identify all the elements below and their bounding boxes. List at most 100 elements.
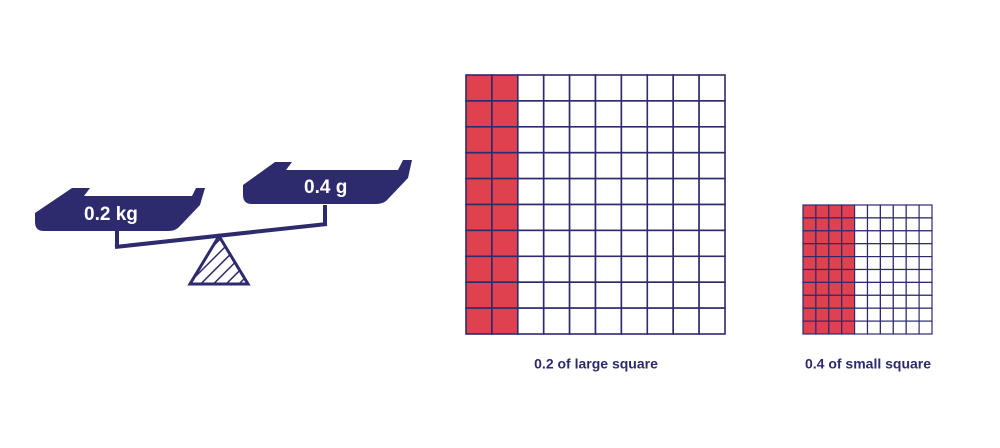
cell	[853, 256, 869, 271]
cell	[620, 255, 649, 283]
cell	[646, 307, 674, 335]
cell	[646, 203, 674, 232]
cell	[698, 100, 726, 128]
cell	[620, 281, 649, 309]
cell	[905, 268, 920, 283]
shaded-cell	[841, 230, 856, 245]
shaded-cell	[465, 74, 493, 102]
shaded-cell	[491, 151, 519, 180]
cell	[905, 307, 920, 322]
cell	[516, 100, 545, 128]
cell	[892, 243, 907, 258]
cell	[853, 281, 869, 296]
cell	[568, 203, 597, 232]
cell	[646, 255, 674, 283]
shaded-cell	[828, 217, 843, 232]
cell	[892, 320, 907, 335]
cell	[516, 126, 545, 154]
cell	[594, 307, 623, 335]
cell	[542, 126, 571, 154]
cell	[542, 203, 571, 232]
shaded-cell	[815, 256, 830, 271]
cell	[853, 230, 869, 245]
shaded-cell	[465, 151, 493, 180]
cell	[892, 268, 907, 283]
shaded-cell	[465, 177, 493, 206]
cell	[516, 229, 545, 258]
shaded-cell	[841, 256, 856, 271]
cell	[620, 203, 649, 232]
shaded-cell	[802, 281, 817, 296]
cell	[516, 177, 545, 206]
shaded-cell	[841, 204, 856, 219]
shaded-cell	[491, 100, 519, 128]
cell	[892, 204, 907, 219]
shaded-cell	[828, 256, 843, 271]
shaded-cell	[491, 307, 519, 335]
cell	[879, 256, 894, 271]
shaded-cell	[828, 204, 843, 219]
cell	[594, 151, 623, 180]
cell	[866, 320, 881, 335]
cell	[853, 294, 869, 309]
cell	[918, 217, 933, 232]
large-square-caption: 0.2 of large square	[534, 356, 658, 372]
cell	[918, 204, 933, 219]
cell	[853, 320, 869, 335]
small-square-caption: 0.4 of small square	[805, 356, 931, 372]
cell	[918, 268, 933, 283]
cell	[866, 256, 881, 271]
shaded-cell	[828, 320, 843, 335]
cell	[542, 307, 571, 335]
cell	[698, 203, 726, 232]
cell	[568, 255, 597, 283]
shaded-cell	[828, 281, 843, 296]
cell	[879, 204, 894, 219]
grid-square	[465, 74, 726, 335]
shaded-cell	[491, 74, 519, 102]
cell	[698, 177, 726, 206]
cell	[905, 217, 920, 232]
cell	[879, 307, 894, 322]
cell	[568, 177, 597, 206]
cell	[646, 100, 674, 128]
cell	[866, 294, 881, 309]
cell	[672, 255, 700, 283]
shaded-cell	[841, 307, 856, 322]
cell	[516, 74, 545, 102]
cell	[672, 229, 700, 258]
cell	[646, 177, 674, 206]
grid-square	[802, 204, 933, 335]
shaded-cell	[802, 217, 817, 232]
cell	[879, 217, 894, 232]
shaded-cell	[828, 230, 843, 245]
shaded-cell	[841, 320, 856, 335]
cell	[853, 307, 869, 322]
shaded-cell	[465, 281, 493, 309]
shaded-cell	[491, 126, 519, 154]
cell	[516, 255, 545, 283]
fulcrum	[187, 233, 251, 286]
shaded-cell	[815, 320, 830, 335]
cell	[568, 229, 597, 258]
shaded-cell	[802, 320, 817, 335]
cell	[866, 281, 881, 296]
cell	[918, 294, 933, 309]
shaded-cell	[491, 255, 519, 283]
shaded-cell	[841, 281, 856, 296]
cell	[594, 255, 623, 283]
cell	[594, 177, 623, 206]
shaded-cell	[815, 268, 830, 283]
cell	[853, 243, 869, 258]
shaded-cell	[802, 230, 817, 245]
cell	[620, 307, 649, 335]
cell	[568, 281, 597, 309]
cell	[879, 243, 894, 258]
cell	[568, 100, 597, 128]
left-pan	[35, 188, 205, 231]
shaded-cell	[841, 294, 856, 309]
cell	[620, 177, 649, 206]
shaded-cell	[841, 243, 856, 258]
cell	[542, 177, 571, 206]
left-pan-label: 0.2 kg	[84, 204, 138, 225]
